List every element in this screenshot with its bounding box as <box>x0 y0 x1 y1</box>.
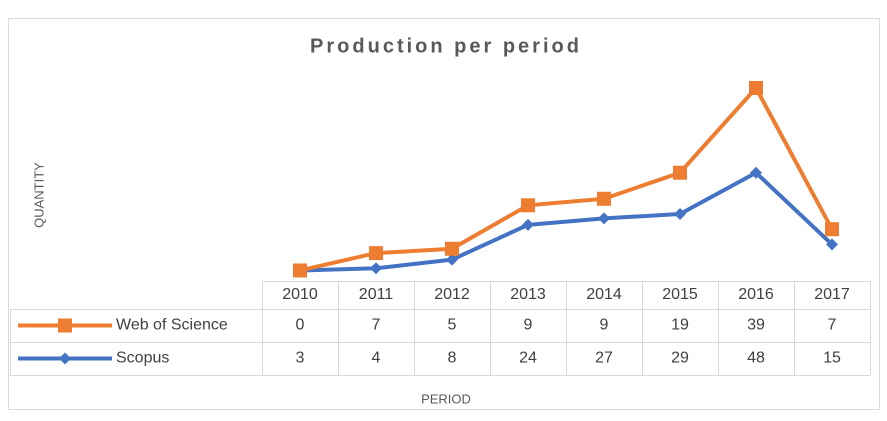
x-tick-label: 2015 <box>662 286 698 303</box>
marker <box>445 241 459 256</box>
marker <box>370 262 382 275</box>
marker <box>369 246 383 261</box>
series-line <box>299 170 834 273</box>
marker <box>673 165 687 180</box>
x-tick-label: 2010 <box>282 286 318 303</box>
legend-label: Web of Science <box>116 317 228 334</box>
x-tick-label: 2012 <box>434 286 470 303</box>
x-tick-label: 2013 <box>510 286 546 303</box>
table-value: 19 <box>671 317 689 334</box>
marker <box>674 208 686 220</box>
marker <box>293 263 307 278</box>
table-value: 7 <box>828 317 837 334</box>
table-value: 27 <box>595 350 613 367</box>
marker <box>446 253 458 266</box>
table-value: 9 <box>524 317 533 334</box>
series-line <box>299 86 834 273</box>
x-axis-label: PERIOD <box>421 391 471 406</box>
chart-border <box>8 18 880 410</box>
x-tick-label: 2016 <box>738 286 774 303</box>
marker <box>59 352 71 365</box>
table-value: 9 <box>600 317 609 334</box>
x-tick-label: 2017 <box>814 286 850 303</box>
marker <box>58 318 72 333</box>
table-value: 15 <box>823 350 841 367</box>
marker <box>597 191 611 206</box>
table-value: 3 <box>296 350 305 367</box>
marker <box>522 218 534 231</box>
table-value: 7 <box>372 317 381 334</box>
chart-title: Production per period <box>310 35 582 57</box>
table-value: 24 <box>519 350 537 367</box>
table-value: 5 <box>448 317 457 334</box>
legend-label: Scopus <box>116 350 169 367</box>
y-axis-label: QUANTITY <box>31 162 46 228</box>
table-value: 29 <box>671 350 689 367</box>
marker <box>750 166 762 179</box>
table-value: 4 <box>372 350 381 367</box>
marker <box>521 198 535 213</box>
marker <box>826 238 838 251</box>
marker <box>598 212 610 225</box>
x-tick-label: 2011 <box>359 286 394 303</box>
table-value: 48 <box>747 350 765 367</box>
marker <box>825 222 839 237</box>
marker <box>749 81 763 95</box>
x-tick-label: 2014 <box>586 286 622 303</box>
table-value: 8 <box>448 350 457 367</box>
table-value: 39 <box>747 317 765 334</box>
table-value: 0 <box>296 317 305 334</box>
